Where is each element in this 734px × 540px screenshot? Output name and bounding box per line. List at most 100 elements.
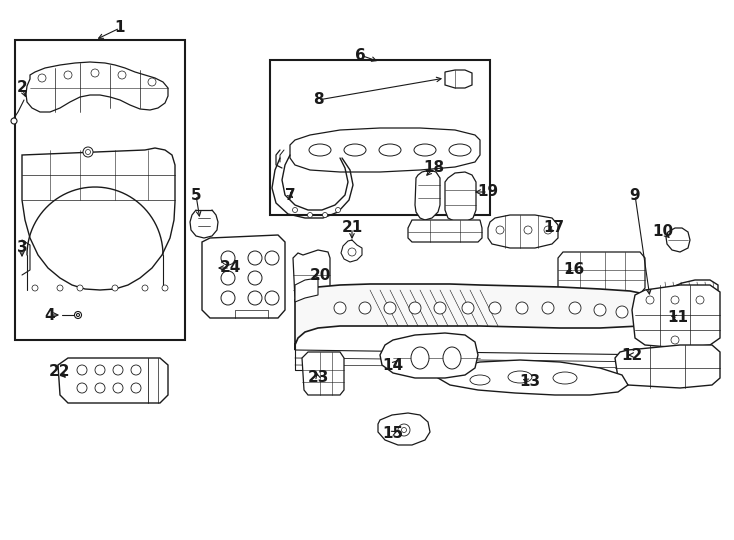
Polygon shape [378,413,430,445]
Circle shape [359,302,371,314]
Polygon shape [295,278,318,302]
Polygon shape [415,170,440,220]
Circle shape [544,226,552,234]
Ellipse shape [344,144,366,156]
Circle shape [335,207,341,213]
Circle shape [142,285,148,291]
Text: 4: 4 [45,307,55,322]
Circle shape [401,428,407,433]
Text: 21: 21 [341,220,363,235]
Circle shape [616,306,628,318]
Ellipse shape [508,371,532,383]
Circle shape [671,296,679,304]
Text: 19: 19 [477,185,498,199]
Circle shape [118,71,126,79]
Circle shape [32,285,38,291]
Ellipse shape [449,144,471,156]
Circle shape [95,365,105,375]
Circle shape [516,302,528,314]
Circle shape [409,302,421,314]
Polygon shape [293,250,330,308]
Text: 2: 2 [17,80,27,96]
Polygon shape [666,228,690,252]
Circle shape [398,424,410,436]
Circle shape [221,251,235,265]
Circle shape [83,147,93,157]
Circle shape [434,302,446,314]
Polygon shape [615,345,720,388]
Text: 23: 23 [308,370,329,386]
Text: 16: 16 [564,262,584,278]
Circle shape [265,251,279,265]
Circle shape [569,302,581,314]
Circle shape [334,302,346,314]
Circle shape [696,296,704,304]
Circle shape [496,226,504,234]
Circle shape [57,285,63,291]
Circle shape [76,314,79,316]
Ellipse shape [379,144,401,156]
Polygon shape [408,220,482,242]
Circle shape [322,213,327,218]
Circle shape [248,251,262,265]
Circle shape [77,285,83,291]
Circle shape [91,69,99,77]
Circle shape [148,78,156,86]
Polygon shape [660,280,718,325]
Text: 20: 20 [309,267,331,282]
Circle shape [594,304,606,316]
Circle shape [524,226,532,234]
Circle shape [38,74,46,82]
Circle shape [265,291,279,305]
Polygon shape [58,358,168,403]
Polygon shape [632,285,720,348]
Text: 9: 9 [630,187,640,202]
Circle shape [221,291,235,305]
Text: 1: 1 [115,21,126,36]
Ellipse shape [553,372,577,384]
Text: 24: 24 [219,260,241,275]
Circle shape [221,271,235,285]
Text: 17: 17 [543,220,564,235]
Text: 8: 8 [313,92,323,107]
Circle shape [384,302,396,314]
Text: 6: 6 [355,48,366,63]
Polygon shape [202,235,285,318]
Circle shape [64,71,72,79]
Circle shape [348,248,356,256]
Ellipse shape [443,347,461,369]
Bar [15,40,185,340]
Text: 18: 18 [424,160,445,176]
Text: 11: 11 [667,310,688,326]
Polygon shape [22,148,175,290]
Text: 13: 13 [520,375,540,389]
Polygon shape [295,284,660,350]
Ellipse shape [414,144,436,156]
Circle shape [462,302,474,314]
Polygon shape [445,70,472,88]
Text: 10: 10 [653,225,674,240]
Circle shape [293,207,297,213]
Circle shape [112,285,118,291]
Polygon shape [438,360,628,395]
Circle shape [489,302,501,314]
Ellipse shape [309,144,331,156]
Polygon shape [488,215,558,248]
Circle shape [308,213,313,218]
Circle shape [113,383,123,393]
Circle shape [671,336,679,344]
Circle shape [77,365,87,375]
Polygon shape [302,352,344,395]
Polygon shape [380,333,478,378]
Circle shape [131,383,141,393]
Polygon shape [26,62,168,112]
Circle shape [162,285,168,291]
Circle shape [248,291,262,305]
Circle shape [74,312,81,319]
Polygon shape [445,172,476,222]
Circle shape [85,150,90,154]
Circle shape [11,118,17,124]
Circle shape [646,296,654,304]
Text: 15: 15 [382,426,404,441]
Circle shape [95,383,105,393]
